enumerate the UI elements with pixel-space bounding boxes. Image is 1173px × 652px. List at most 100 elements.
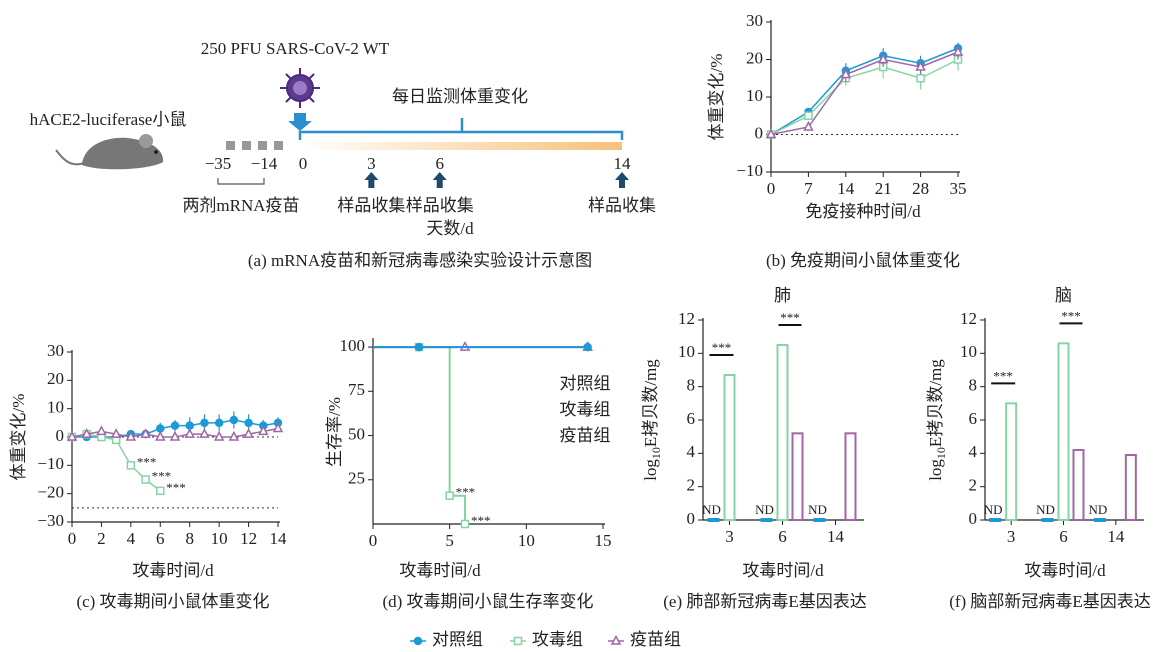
marker (515, 638, 522, 645)
y-tick-label: 10 (746, 86, 763, 105)
x-tick-label: 14 (270, 529, 288, 548)
panel-title: 脑 (1055, 286, 1072, 305)
caption: (e) 肺部新冠病毒E基因表达 (663, 592, 867, 611)
diagram-caption: (a) mRNA疫苗和新冠病毒感染实验设计示意图 (248, 251, 592, 270)
y-tick-label: 10 (960, 342, 977, 361)
x-tick-label: 3 (725, 527, 734, 546)
value-label: ND (702, 502, 721, 517)
value-label: ND (984, 502, 1003, 517)
x-axis-title: 攻毒时间/d (742, 561, 824, 580)
y-tick-label: −10 (37, 454, 64, 473)
y-tick-label: 4 (969, 442, 978, 461)
x-tick-label: 0 (68, 529, 77, 548)
vaccine-label: 两剂mRNA疫苗 (182, 196, 299, 215)
infection-arrow (288, 113, 312, 131)
y-tick-label: 0 (687, 509, 696, 528)
x-tick-label: 6 (778, 527, 787, 546)
caption: (d) 攻毒期间小鼠生存率变化 (382, 592, 593, 611)
x-tick-label: 6 (1059, 527, 1068, 546)
marker (142, 430, 150, 438)
y-tick-label: 25 (348, 469, 365, 488)
sample-label: 样品收集 (588, 196, 656, 215)
virus-label: 250 PFU SARS-CoV-2 WT (201, 39, 390, 58)
x-tick-label: 0 (767, 179, 776, 198)
annotation: *** (471, 513, 491, 528)
x-tick-label: 10 (211, 529, 228, 548)
figure: 250 PFU SARS-CoV-2 WT 每日监测体重变化 hACE2-luc… (0, 0, 1173, 652)
marker (186, 430, 194, 438)
significance-label: *** (780, 310, 800, 325)
y-tick-label: 20 (47, 369, 64, 388)
significance-label: *** (993, 368, 1013, 383)
mouse-label: hACE2-luciferase小鼠 (30, 110, 187, 129)
marker (612, 637, 620, 645)
y-axis-title-part: log (641, 459, 660, 481)
marker (157, 487, 164, 494)
y-tick-label: 12 (678, 309, 695, 328)
bar (778, 345, 788, 520)
x-tick-label: 3 (1007, 527, 1016, 546)
y-tick-label: 8 (687, 376, 696, 395)
significance-label: *** (1061, 308, 1081, 323)
legend-label: 对照组 (560, 374, 611, 393)
sample-arrow (433, 172, 447, 188)
bar (1126, 455, 1136, 520)
y-tick-label: 0 (755, 123, 764, 142)
marker (462, 521, 469, 528)
value-label: ND (755, 502, 774, 517)
day-label: −14 (251, 154, 278, 173)
bar (1059, 343, 1069, 520)
vaccine-squares (226, 141, 283, 150)
annotation: *** (166, 480, 186, 495)
x-tick-label: 5 (445, 531, 454, 550)
marker (127, 462, 134, 469)
monitor-bracket (300, 118, 622, 140)
x-axis-title: 攻毒时间/d (399, 561, 481, 580)
bar (793, 433, 803, 520)
marker (215, 433, 223, 441)
marker (171, 433, 179, 441)
caption: (c) 攻毒期间小鼠体重变化 (76, 592, 269, 611)
marker (917, 75, 924, 82)
y-tick-label: 6 (687, 409, 696, 428)
day-label: 3 (367, 154, 376, 173)
y-tick-label: 0 (56, 426, 65, 445)
marker (172, 422, 179, 429)
x-tick-label: 35 (950, 179, 967, 198)
y-tick-label: 100 (340, 336, 366, 355)
marker (216, 419, 223, 426)
y-axis-title-part: 10 (649, 447, 663, 459)
marker (230, 417, 237, 424)
legend-label: 疫苗组 (630, 630, 681, 649)
marker (584, 344, 591, 351)
value-label: ND (808, 502, 827, 517)
significance-label: *** (712, 340, 732, 355)
y-tick-label: 6 (969, 409, 978, 428)
value-label: ND (1088, 502, 1107, 517)
x-axis-title: 攻毒时间/d (132, 561, 214, 580)
virus-icon (280, 68, 320, 108)
day-label: −35 (205, 154, 232, 173)
y-axis-title-part: log (926, 459, 945, 481)
x-axis-title: 攻毒时间/d (1024, 561, 1106, 580)
series-line (771, 52, 958, 135)
bar (725, 375, 735, 520)
x-tick-label: 4 (127, 529, 136, 548)
sample-arrow (615, 172, 629, 188)
y-tick-label: 10 (47, 398, 64, 417)
sample-label: 样品收集 (406, 196, 474, 215)
y-tick-label: 20 (746, 48, 763, 67)
y-tick-label: −20 (37, 483, 64, 502)
marker (805, 112, 812, 119)
y-axis-title: 体重变化/% (707, 54, 726, 141)
x-tick-label: 10 (518, 531, 535, 550)
marker (112, 430, 120, 438)
y-tick-label: 12 (960, 309, 977, 328)
y-axis-title: log10E拷贝数/mg (641, 359, 663, 481)
y-axis-title: 体重变化/% (9, 394, 28, 481)
series-line (771, 48, 958, 134)
y-tick-label: 0 (969, 509, 978, 528)
x-tick-label: 12 (240, 529, 257, 548)
sample-label: 样品收集 (337, 196, 405, 215)
marker (446, 492, 453, 499)
